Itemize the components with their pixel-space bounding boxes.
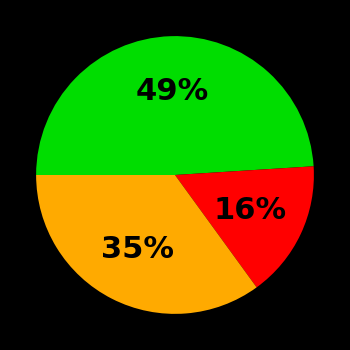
Wedge shape [36, 175, 257, 314]
Text: 49%: 49% [136, 77, 209, 106]
Wedge shape [36, 36, 314, 175]
Text: 35%: 35% [101, 235, 174, 264]
Wedge shape [175, 166, 314, 287]
Text: 16%: 16% [214, 196, 287, 225]
